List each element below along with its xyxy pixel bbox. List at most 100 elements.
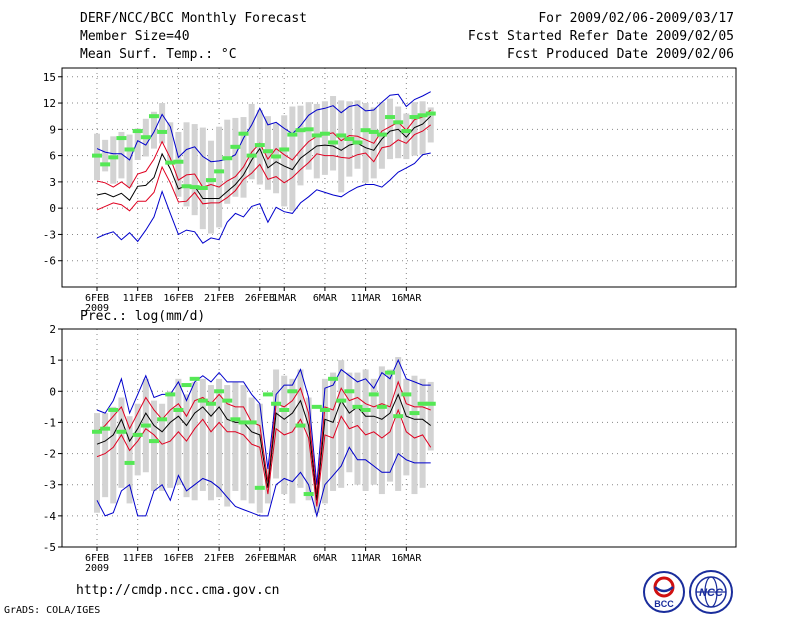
ensemble-box <box>362 103 369 183</box>
ensemble-box <box>110 406 117 504</box>
median-marker <box>425 401 436 406</box>
median-marker <box>385 115 396 120</box>
ensemble-box <box>118 131 125 179</box>
y-tick-label: 12 <box>43 97 56 110</box>
x-tick-label: 16MAR <box>391 553 422 564</box>
median-marker <box>311 404 322 409</box>
ensemble-box <box>403 378 410 476</box>
y-tick-label: 1 <box>49 354 56 367</box>
y-tick-label: -5 <box>43 541 56 554</box>
y-tick-label: 9 <box>49 123 56 136</box>
ensemble-box <box>305 397 312 501</box>
median-marker <box>287 389 298 394</box>
ensemble-box <box>102 413 109 498</box>
median-marker <box>295 423 306 428</box>
ensemble-box <box>150 400 157 491</box>
median-marker <box>124 147 135 152</box>
forecast-range: For 2009/02/06-2009/03/17 <box>538 11 734 26</box>
median-marker <box>92 429 102 434</box>
x-tick-label: 11MAR <box>351 293 382 304</box>
median-marker <box>246 153 257 158</box>
median-marker <box>368 392 379 397</box>
median-marker <box>262 392 273 397</box>
median-marker <box>328 140 339 145</box>
ensemble-box <box>313 103 320 179</box>
median-marker <box>116 136 127 141</box>
y-tick-label: -1 <box>43 416 56 429</box>
median-marker <box>401 392 412 397</box>
median-marker <box>352 404 363 409</box>
median-marker <box>132 432 143 437</box>
x-tick-label: 6FEB <box>85 553 109 564</box>
median-marker <box>336 398 347 403</box>
median-marker <box>311 133 322 138</box>
ensemble-box <box>216 126 223 228</box>
ensemble-box <box>427 381 434 451</box>
median-marker <box>181 383 192 388</box>
x-tick-label: 1MAR <box>272 553 297 564</box>
median-marker <box>271 401 282 406</box>
median-marker <box>319 131 330 136</box>
series-line-mean <box>96 115 432 202</box>
median-marker <box>230 144 241 149</box>
y-tick-label: 6 <box>49 150 56 163</box>
median-marker <box>132 129 143 134</box>
median-marker <box>360 128 371 133</box>
ensemble-box <box>248 103 255 180</box>
median-marker <box>165 160 176 165</box>
median-marker <box>108 155 119 160</box>
median-marker <box>254 143 265 148</box>
series-line-max <box>96 152 431 244</box>
median-marker <box>157 129 168 134</box>
ensemble-box <box>118 397 125 488</box>
ensemble-box <box>289 106 296 211</box>
ensemble-box <box>419 378 426 488</box>
median-marker <box>303 492 314 497</box>
y-tick-label: 2 <box>49 323 56 336</box>
median-marker <box>230 417 241 422</box>
grads-credit: GrADS: COLA/IGES <box>4 605 101 616</box>
median-marker <box>409 411 420 416</box>
median-marker <box>425 111 436 116</box>
median-marker <box>140 423 151 428</box>
y-tick-label: -3 <box>43 479 56 492</box>
median-marker <box>352 140 363 145</box>
source-url[interactable]: http://cmdp.ncc.cma.gov.cn <box>76 583 280 598</box>
ensemble-box <box>297 369 304 488</box>
fcst-produced-date: Fcst Produced Date 2009/02/06 <box>507 47 734 62</box>
series-line-max <box>96 358 431 485</box>
x-tick-label: 11MAR <box>351 553 382 564</box>
median-marker <box>287 132 298 137</box>
ensemble-box <box>94 413 100 513</box>
median-marker <box>393 414 404 419</box>
median-marker <box>148 439 159 444</box>
member-size: Member Size=40 <box>80 29 190 44</box>
y-tick-label: 3 <box>49 176 56 189</box>
median-marker <box>222 398 233 403</box>
median-marker <box>376 404 387 409</box>
ensemble-box <box>346 372 353 473</box>
median-marker <box>417 113 428 118</box>
variable-label: Mean Surf. Temp.: °C <box>80 47 237 62</box>
ensemble-box <box>191 124 198 216</box>
ensemble-box <box>110 136 117 184</box>
median-marker <box>222 156 233 161</box>
series-line-min <box>96 91 431 163</box>
median-marker <box>393 120 404 125</box>
x-tick-year: 2009 <box>85 303 109 314</box>
x-tick-label: 6MAR <box>313 293 338 304</box>
ensemble-box <box>248 397 255 504</box>
median-marker <box>328 376 339 381</box>
bcc-logo-text: BCC <box>654 599 674 609</box>
median-marker <box>279 147 290 152</box>
x-tick-label: 11FEB <box>123 553 153 564</box>
median-marker <box>214 169 225 174</box>
median-marker <box>173 159 184 164</box>
median-marker <box>279 407 290 412</box>
median-marker <box>189 185 200 190</box>
plot-frame <box>61 67 737 288</box>
y-tick-label: 0 <box>49 202 56 215</box>
median-marker <box>124 460 135 465</box>
y-tick-label: -3 <box>43 228 56 241</box>
